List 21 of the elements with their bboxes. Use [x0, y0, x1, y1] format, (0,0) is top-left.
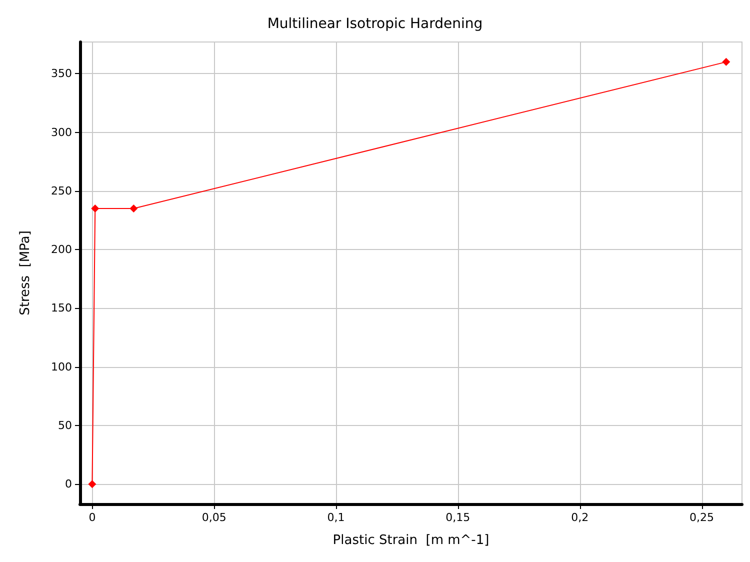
y-tick-label: 350 [51, 67, 72, 80]
x-tick-label: 0,05 [202, 511, 226, 524]
point [722, 58, 730, 66]
point [91, 204, 100, 213]
y-tick-label: 100 [51, 360, 72, 374]
y-tick-label: 150 [51, 302, 72, 315]
point [130, 204, 138, 213]
x-tick-label: 0 [88, 511, 96, 524]
point [88, 480, 96, 488]
y-tick-label: 300 [51, 126, 72, 139]
x-tick-label: 0,25 [690, 511, 714, 524]
x-tick-label: 0,1 [327, 511, 345, 524]
y-tick-label: 50 [58, 418, 72, 432]
y-tick-label: 250 [51, 184, 72, 198]
y-axis-title: Stress [MPa] [18, 230, 33, 316]
y-tick-label: 0 [65, 478, 72, 491]
x-tick-label: 0,15 [446, 511, 470, 524]
y-tick-label: 200 [51, 243, 72, 256]
chart-title: Multilinear Isotropic Hardening [267, 16, 483, 32]
x-tick-label: 0,2 [571, 511, 589, 524]
x-axis-title: Plastic Strain [m m^-1] [332, 533, 490, 548]
